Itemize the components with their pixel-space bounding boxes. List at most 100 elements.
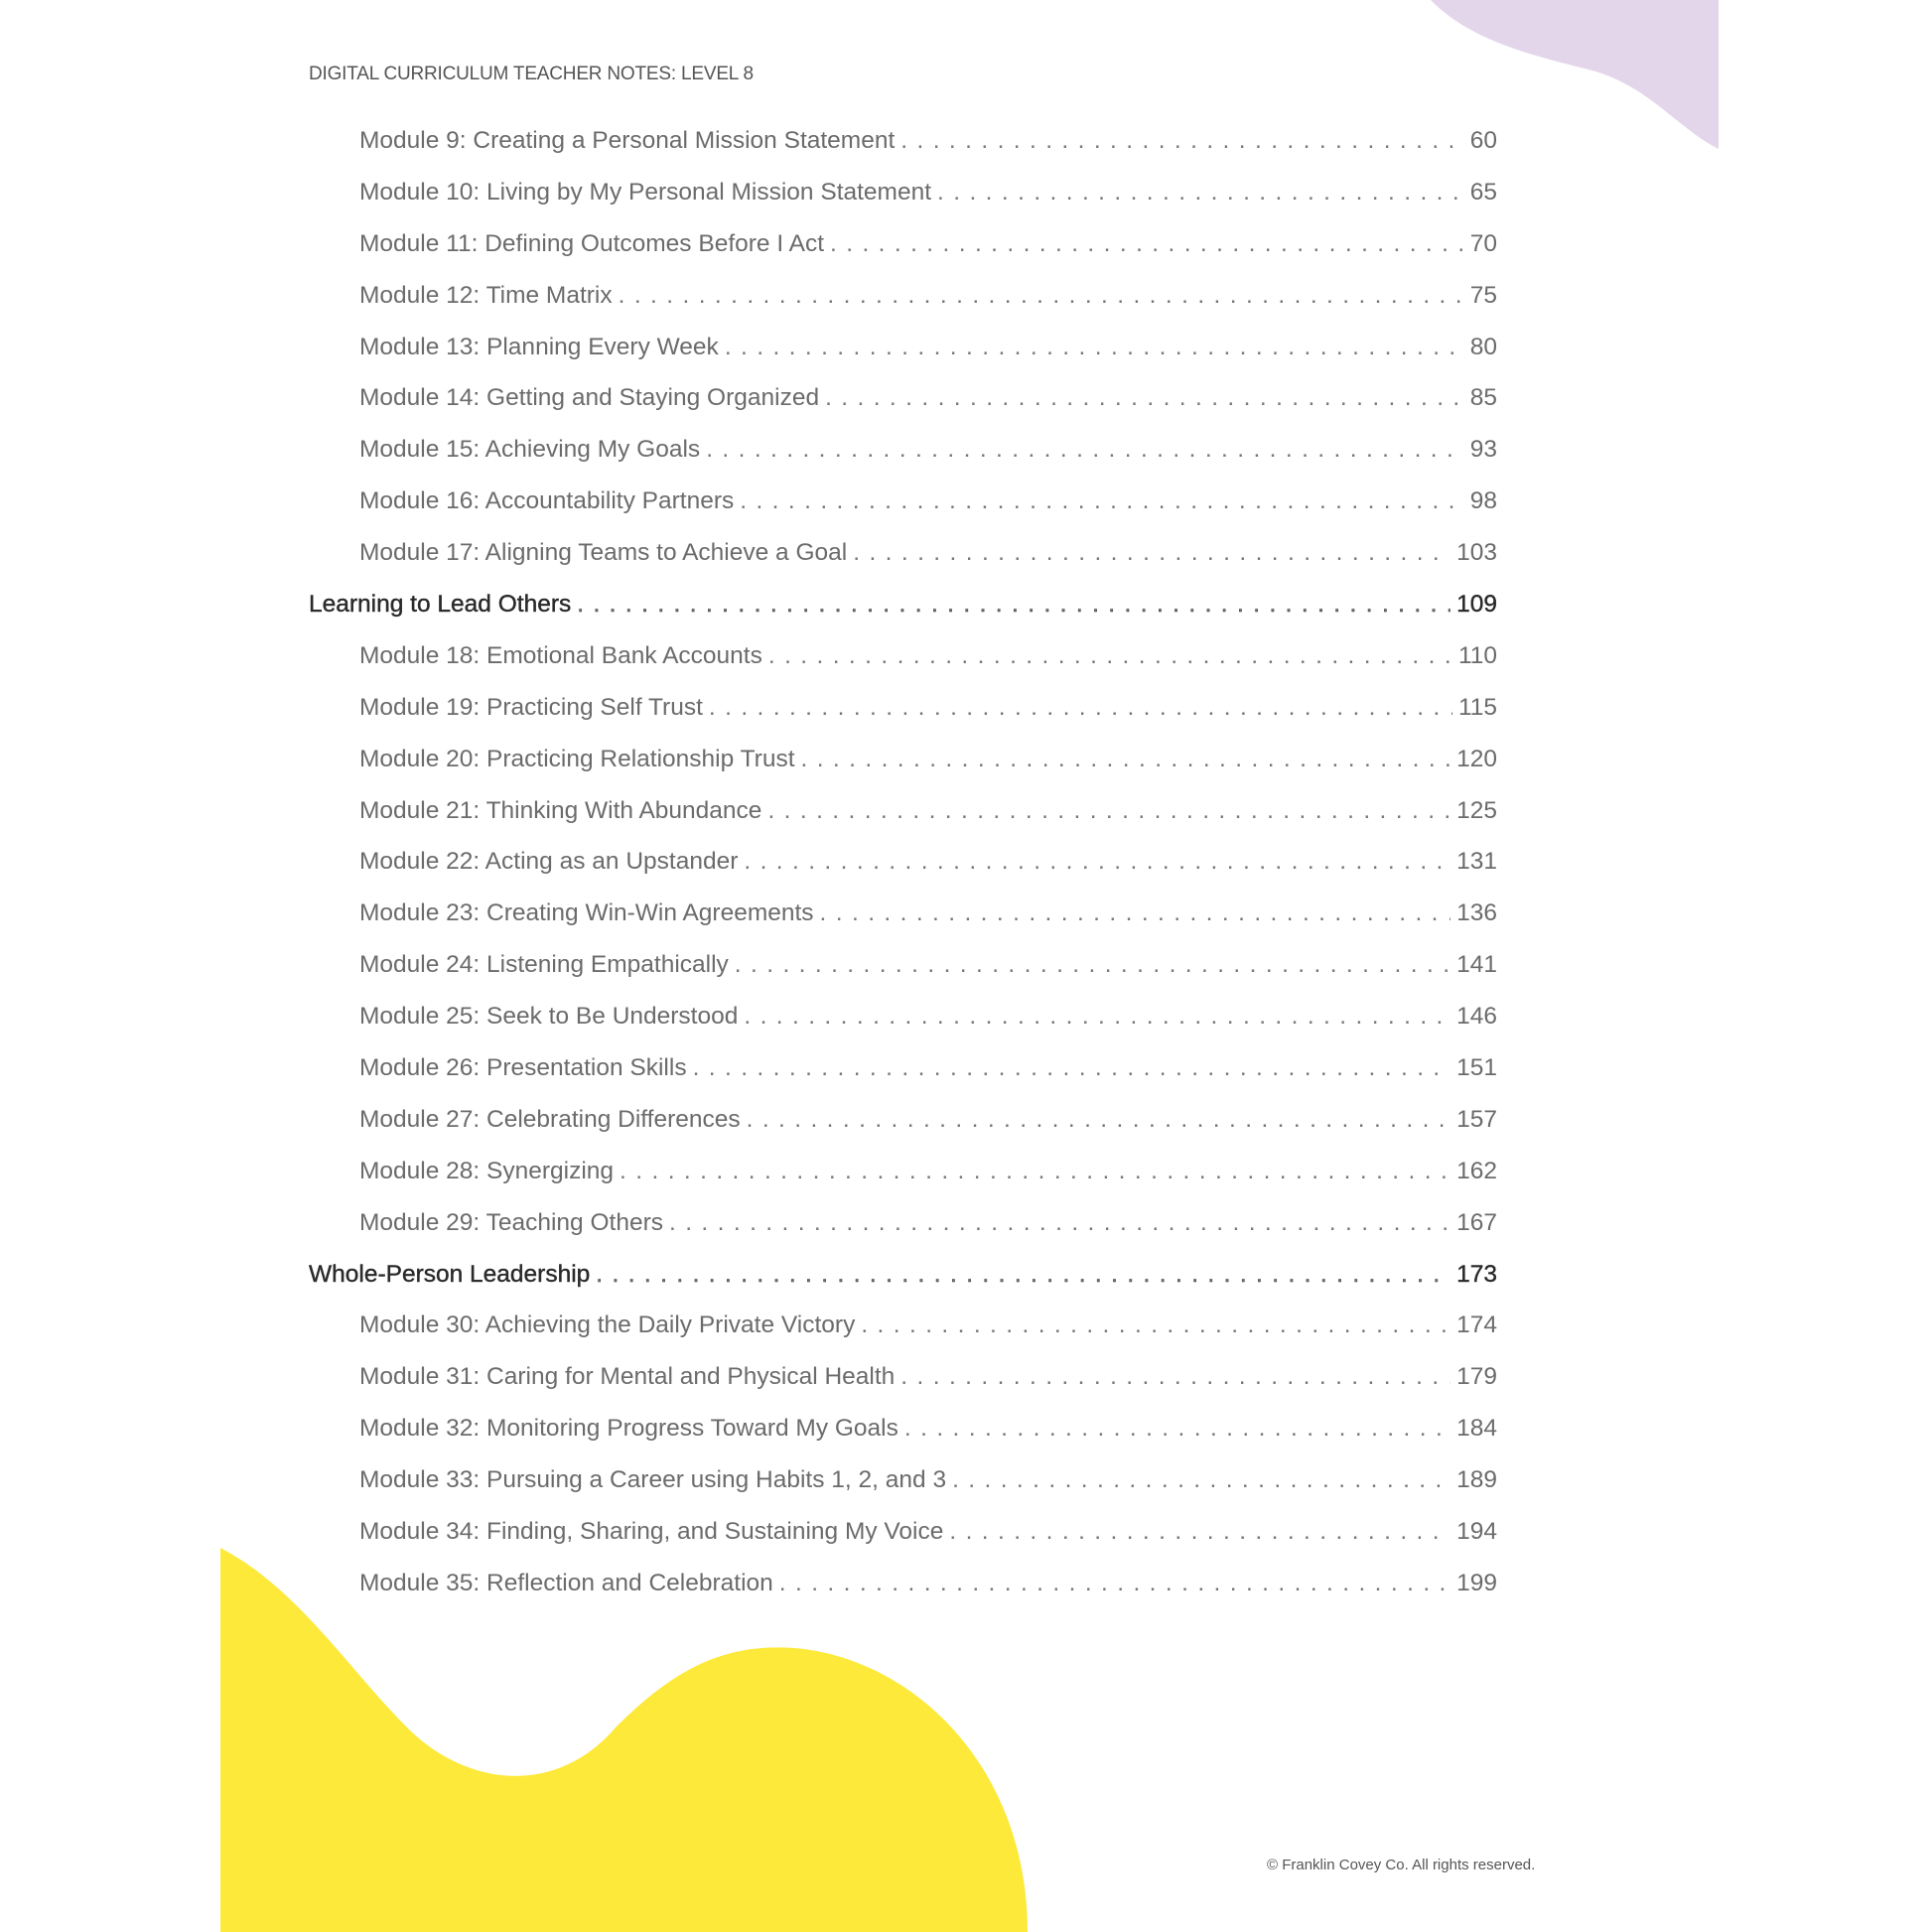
dot-leader [900, 122, 1463, 160]
entry-page-number: 189 [1456, 1466, 1497, 1494]
dot-leader [779, 1565, 1450, 1602]
toc-module-entry[interactable]: Module 23: Creating Win-Win Agreements 13… [309, 895, 1497, 946]
entry-title: Module 34: Finding, Sharing, and Sustain… [359, 1518, 944, 1546]
entry-title: Module 11: Defining Outcomes Before I Ac… [359, 229, 825, 257]
entry-page-number: 151 [1456, 1054, 1497, 1082]
toc-module-entry[interactable]: Module 15: Achieving My Goals 93 [309, 431, 1497, 483]
document-header: DIGITAL CURRICULUM TEACHER NOTES: LEVEL … [309, 64, 754, 84]
entry-title: Module 25: Seek to Be Understood [359, 1003, 739, 1031]
toc-module-entry[interactable]: Module 14: Getting and Staying Organized… [309, 379, 1497, 431]
entry-page-number: 184 [1456, 1415, 1497, 1443]
toc-section-entry[interactable]: Whole-Person Leadership 173 [309, 1256, 1497, 1308]
entry-title: Module 20: Practicing Relationship Trust [359, 745, 795, 772]
entry-title: Module 24: Listening Empathically [359, 951, 729, 979]
toc-module-entry[interactable]: Module 17: Aligning Teams to Achieve a G… [309, 534, 1497, 586]
entry-page-number: 60 [1469, 127, 1497, 154]
toc-module-entry[interactable]: Module 32: Monitoring Progress Toward My… [309, 1410, 1497, 1461]
toc-module-entry[interactable]: Module 16: Accountability Partners 98 [309, 483, 1497, 534]
entry-page-number: 103 [1456, 539, 1497, 567]
toc-module-entry[interactable]: Module 29: Teaching Others 167 [309, 1204, 1497, 1256]
entry-title: Module 28: Synergizing [359, 1157, 615, 1184]
entry-page-number: 120 [1456, 745, 1497, 772]
dot-leader [768, 637, 1452, 675]
toc-module-entry[interactable]: Module 33: Pursuing a Career using Habit… [309, 1461, 1497, 1513]
entry-title: Module 32: Monitoring Progress Toward My… [359, 1415, 898, 1443]
entry-page-number: 131 [1456, 848, 1497, 876]
toc-module-entry[interactable]: Module 26: Presentation Skills 151 [309, 1049, 1497, 1101]
dot-leader [669, 1204, 1450, 1242]
copyright-notice: © Franklin Covey Co. All rights reserved… [1267, 1857, 1536, 1873]
toc-module-entry[interactable]: Module 24: Listening Empathically 141 [309, 946, 1497, 998]
dot-leader [620, 1153, 1450, 1190]
entry-title: Module 19: Practicing Self Trust [359, 693, 703, 721]
entry-page-number: 194 [1456, 1518, 1497, 1546]
yellow-blob-shape [220, 1548, 1028, 1932]
table-of-contents: Module 9: Creating a Personal Mission St… [309, 122, 1497, 1616]
toc-module-entry[interactable]: Module 27: Celebrating Differences 157 [309, 1101, 1497, 1153]
toc-module-entry[interactable]: Module 35: Reflection and Celebration 199 [309, 1565, 1497, 1616]
entry-title: Module 26: Presentation Skills [359, 1054, 687, 1082]
entry-title: Module 27: Celebrating Differences [359, 1105, 741, 1133]
toc-module-entry[interactable]: Module 28: Synergizing 162 [309, 1153, 1497, 1204]
toc-module-entry[interactable]: Module 10: Living by My Personal Mission… [309, 174, 1497, 225]
entry-page-number: 136 [1456, 899, 1497, 927]
dot-leader [801, 741, 1451, 778]
toc-module-entry[interactable]: Module 34: Finding, Sharing, and Sustain… [309, 1513, 1497, 1565]
dot-leader [904, 1410, 1450, 1448]
entry-page-number: 75 [1469, 281, 1497, 309]
toc-module-entry[interactable]: Module 19: Practicing Self Trust 115 [309, 689, 1497, 741]
toc-module-entry[interactable]: Module 13: Planning Every Week 80 [309, 329, 1497, 380]
entry-title: Module 30: Achieving the Daily Private V… [359, 1311, 856, 1339]
dot-leader [706, 431, 1464, 469]
dot-leader [577, 586, 1450, 623]
entry-title: Module 15: Achieving My Goals [359, 436, 701, 464]
toc-module-entry[interactable]: Module 20: Practicing Relationship Trust… [309, 741, 1497, 792]
toc-module-entry[interactable]: Module 18: Emotional Bank Accounts 110 [309, 637, 1497, 689]
dot-leader [820, 895, 1451, 932]
dot-leader [825, 379, 1464, 417]
dot-leader [853, 534, 1450, 572]
dot-leader [744, 843, 1450, 881]
entry-page-number: 162 [1456, 1157, 1497, 1184]
toc-module-entry[interactable]: Module 12: Time Matrix 75 [309, 277, 1497, 329]
entry-title: Module 22: Acting as an Upstander [359, 848, 739, 876]
entry-page-number: 70 [1469, 229, 1497, 257]
toc-module-entry[interactable]: Module 9: Creating a Personal Mission St… [309, 122, 1497, 174]
entry-title: Module 31: Caring for Mental and Physica… [359, 1363, 896, 1391]
entry-title: Module 9: Creating a Personal Mission St… [359, 127, 896, 154]
entry-title: Module 35: Reflection and Celebration [359, 1569, 773, 1596]
toc-module-entry[interactable]: Module 22: Acting as an Upstander 131 [309, 843, 1497, 895]
entry-title: Module 13: Planning Every Week [359, 333, 719, 360]
entry-title: Module 10: Living by My Personal Mission… [359, 178, 932, 206]
entry-page-number: 115 [1457, 693, 1497, 721]
entry-title: Module 18: Emotional Bank Accounts [359, 641, 762, 669]
dot-leader [952, 1461, 1450, 1499]
entry-page-number: 80 [1469, 333, 1497, 360]
entry-title: Module 16: Accountability Partners [359, 487, 735, 515]
dot-leader [747, 1101, 1451, 1139]
entry-page-number: 167 [1456, 1208, 1497, 1236]
dot-leader [900, 1358, 1450, 1396]
toc-module-entry[interactable]: Module 25: Seek to Be Understood 146 [309, 998, 1497, 1049]
dot-leader [861, 1307, 1450, 1344]
dot-leader [709, 689, 1452, 727]
entry-page-number: 110 [1457, 641, 1497, 669]
dot-leader [735, 946, 1450, 984]
entry-title: Whole-Person Leadership [309, 1260, 591, 1288]
toc-section-entry[interactable]: Learning to Lead Others 109 [309, 586, 1497, 637]
entry-title: Module 12: Time Matrix [359, 281, 613, 309]
dot-leader [767, 792, 1450, 830]
toc-module-entry[interactable]: Module 21: Thinking With Abundance 125 [309, 792, 1497, 844]
purple-blob-shape [1431, 0, 1719, 149]
dot-leader [596, 1256, 1450, 1294]
toc-module-entry[interactable]: Module 31: Caring for Mental and Physica… [309, 1358, 1497, 1410]
entry-page-number: 157 [1456, 1105, 1497, 1133]
entry-title: Learning to Lead Others [309, 591, 572, 619]
toc-module-entry[interactable]: Module 11: Defining Outcomes Before I Ac… [309, 225, 1497, 277]
toc-module-entry[interactable]: Module 30: Achieving the Daily Private V… [309, 1307, 1497, 1358]
entry-page-number: 141 [1456, 951, 1497, 979]
entry-page-number: 65 [1469, 178, 1497, 206]
entry-page-number: 125 [1456, 796, 1497, 824]
dot-leader [693, 1049, 1451, 1087]
